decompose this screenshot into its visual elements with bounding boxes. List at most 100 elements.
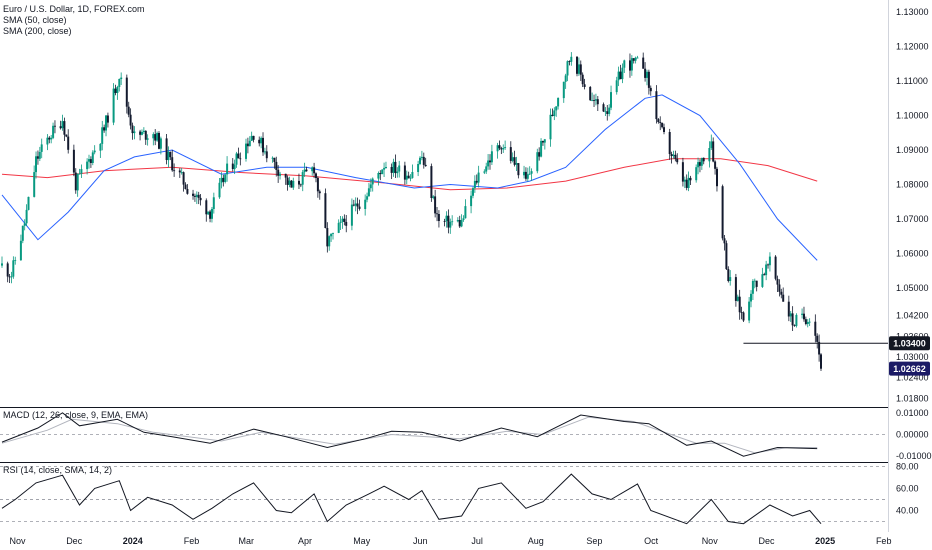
candle-body [447,215,450,228]
candle-body [615,80,618,93]
candle-body [814,321,817,336]
candle-body [193,195,196,197]
candle-body [430,166,433,198]
candle-body [753,280,756,282]
candle-body [394,161,397,174]
candle-body [804,319,807,324]
candle-body [159,138,162,149]
candle-body [248,140,251,147]
candle-body [449,221,452,228]
candle-body [76,174,79,191]
candle-body [485,166,488,172]
time-tick: May [353,536,371,546]
candle-body [473,180,476,189]
time-axis: Nov Dec 2024 Feb Mar Apr May Jun Jul Aug Sep Oct Nov… [9,536,891,546]
candle-body [700,157,703,166]
candle-body [352,204,355,206]
candle-body [184,184,187,189]
candle-body [345,222,348,226]
candle-body [710,141,713,148]
candle-body [456,220,459,222]
candle-body [8,276,11,278]
candle-body [199,197,202,201]
candle-body [169,151,172,158]
candle-body [789,313,792,317]
macd-pane [0,412,888,457]
candle-body [782,294,785,302]
candle-body [142,130,145,132]
candle-body [112,88,115,123]
candle-body [517,163,520,176]
time-tick: Dec [66,536,83,546]
candle-body [542,140,544,143]
candle-body [670,154,673,156]
candle-body [72,149,75,173]
candle-body [1,263,3,266]
candle-body [610,92,612,108]
candle-body [445,215,448,222]
candle-body [738,296,741,313]
candle-body [676,158,679,163]
candle-body [460,220,463,227]
candle-body [608,107,611,114]
candle-body [509,147,512,161]
candle-body [35,156,37,173]
candle-body [263,151,266,153]
candle-body [381,169,384,175]
price-labels: 1.03400 1.02662 [889,336,930,376]
candle-body [818,341,821,355]
candle-body [697,162,700,168]
candle-body [288,180,291,185]
candle-body [226,163,229,175]
candle-body [305,169,308,172]
price-tick: 1.01800 [896,393,929,403]
chart-legend: Euro / U.S. Dollar, 1D, FOREX.com SMA (5… [3,4,145,37]
time-tick: Apr [298,536,312,546]
legend-sma200: SMA (200, close) [3,26,72,36]
candle-body [341,218,344,222]
candle-body [761,274,764,287]
candle-body [118,79,121,87]
candle-body [562,81,565,99]
candle-body [52,125,55,138]
candle-body [803,313,805,320]
candle-body [74,172,77,191]
candle-body [634,57,637,61]
candle-body [536,152,539,172]
price-tick: 1.06000 [896,249,929,259]
candle-body [48,137,51,140]
candle-body [220,177,223,183]
candle-body [557,98,560,107]
candle-body [262,137,264,153]
candle-body [330,233,333,237]
candle-body [36,156,39,159]
candle-body [734,277,737,301]
candle-body [93,150,96,153]
candle-body [21,225,24,241]
candle-body [475,180,478,183]
candle-body [290,180,293,188]
candle-body [67,136,70,150]
price-tick: 1.05000 [896,283,929,293]
candle-body [38,152,41,159]
candle-body [540,140,543,157]
candle-body [260,137,263,144]
rsi-pane [0,466,888,525]
candle-body [298,180,300,185]
candle-body [464,206,467,219]
candle-body [470,195,473,207]
candle-body [86,161,89,170]
candle-body [795,314,798,326]
candle-body [396,171,399,174]
candle-body [27,196,30,210]
candle-body [437,214,440,221]
candle-body [301,172,304,185]
candle-body [581,74,584,85]
candle-body [526,174,529,179]
time-tick: Nov [702,536,719,546]
candle-body [513,157,516,165]
candle-body [778,284,781,292]
candle-body [791,313,794,326]
sma200-line [1,158,818,191]
